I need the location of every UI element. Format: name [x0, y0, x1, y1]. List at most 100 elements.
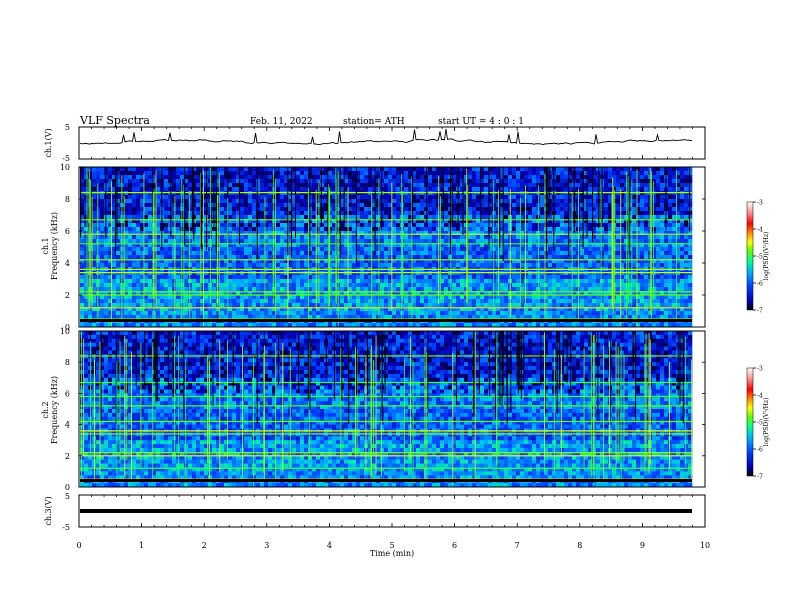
spectrogram-cell	[452, 291, 457, 296]
spectrogram-cell	[272, 263, 277, 268]
spectrogram-cell	[108, 223, 113, 228]
spectrogram-cell	[320, 171, 325, 176]
spectrogram-cell	[304, 259, 309, 264]
spectrogram-cell	[524, 239, 529, 244]
spectrogram-cell	[80, 287, 85, 292]
spectrogram-cell	[676, 259, 681, 264]
spectrogram-cell	[436, 251, 441, 256]
spectrogram-cell	[464, 215, 469, 220]
spectrogram-cell	[292, 263, 297, 268]
spectrogram-cell	[452, 223, 457, 228]
spectrogram-cell	[252, 291, 257, 296]
spectrogram-cell	[412, 179, 417, 184]
spectrogram-cell	[224, 203, 229, 208]
spectrogram-cell	[560, 187, 565, 192]
spectrogram-cell	[212, 279, 217, 284]
spectrogram-cell	[408, 283, 413, 288]
spectrogram-cell	[108, 183, 113, 188]
spectrogram-cell	[168, 219, 173, 224]
spectrogram-cell	[348, 251, 353, 256]
spectrogram-cell	[608, 199, 613, 204]
spectrogram-cell	[220, 243, 225, 248]
spectrogram-cell	[400, 211, 405, 216]
spectrogram-cell	[140, 247, 145, 252]
spectrogram-cell	[124, 243, 129, 248]
spectrogram-cell	[228, 195, 233, 200]
spectrogram-cell	[392, 207, 397, 212]
spectrogram-cell	[196, 231, 201, 236]
spectrogram-cell	[380, 259, 385, 264]
spectrogram-cell	[80, 291, 85, 296]
spectrogram-cell	[304, 203, 309, 208]
spectrogram-cell	[136, 179, 141, 184]
spectrogram-cell	[300, 187, 305, 192]
spectrogram-cell	[436, 207, 441, 212]
spectrogram-cell	[296, 287, 301, 292]
spectrogram-cell	[236, 167, 241, 172]
spectrogram-cell	[268, 187, 273, 192]
spectrogram-cell	[176, 207, 181, 212]
spectrogram-cell	[272, 279, 277, 284]
spectrogram-cell	[100, 251, 105, 256]
spectrogram-cell	[264, 171, 269, 176]
spectrogram-cell	[332, 195, 337, 200]
spectrogram-cell	[512, 231, 517, 236]
spectrogram-cell	[540, 187, 545, 192]
spectrogram-cell	[636, 199, 641, 204]
spectrogram-cell	[572, 239, 577, 244]
spectrogram-cell	[624, 167, 629, 172]
spectrogram-cell	[256, 243, 261, 248]
spectrogram-cell	[444, 251, 449, 256]
spectrogram-cell	[276, 235, 281, 240]
spectrogram-cell	[360, 291, 365, 296]
spectrogram-cell	[428, 291, 433, 296]
spectrogram-cell	[148, 207, 153, 212]
spectrogram-cell	[296, 259, 301, 264]
spectrogram-cell	[312, 203, 317, 208]
spectrogram-cell	[164, 283, 169, 288]
spectrogram-cell	[632, 279, 637, 284]
spectrogram-cell	[148, 219, 153, 224]
spectrogram-cell	[464, 207, 469, 212]
spectrogram-cell	[584, 235, 589, 240]
spectrogram-cell	[220, 167, 225, 172]
spectrogram-cell	[392, 243, 397, 248]
spectrogram-cell	[80, 211, 85, 216]
spectrogram-cell	[252, 243, 257, 248]
spectrogram-cell	[108, 199, 113, 204]
spectrogram-cell	[332, 167, 337, 172]
spectrogram-cell	[384, 219, 389, 224]
spectrogram-cell	[292, 167, 297, 172]
spectrogram-cell	[268, 235, 273, 240]
spectrogram-cell	[300, 167, 305, 172]
spectrogram-cell	[280, 215, 285, 220]
spectrogram-cell	[128, 203, 133, 208]
spectrogram-cell	[560, 175, 565, 180]
spectrogram-cell	[428, 251, 433, 256]
spectrogram-cell	[524, 235, 529, 240]
spectrogram-cell	[224, 247, 229, 252]
spectrogram-cell	[684, 167, 689, 172]
spectrogram-cell	[432, 231, 437, 236]
spectrogram-cell	[128, 227, 133, 232]
spectrogram-cell	[604, 179, 609, 184]
spectrogram-cell	[404, 279, 409, 284]
spectrogram-cell	[348, 179, 353, 184]
spectrogram-cell	[128, 255, 133, 260]
spectrogram-cell	[404, 195, 409, 200]
spectrogram-cell	[252, 175, 257, 180]
spectrogram-cell	[400, 287, 405, 292]
spectrogram-cell	[616, 259, 621, 264]
spectrogram-cell	[260, 291, 265, 296]
spectrogram-cell	[488, 275, 493, 280]
spectrogram-cell	[676, 247, 681, 252]
spectrogram-cell	[536, 223, 541, 228]
spectrogram-cell	[524, 199, 529, 204]
spectrogram-cell	[260, 187, 265, 192]
spectrogram-cell	[416, 259, 421, 264]
spectrogram-cell	[232, 291, 237, 296]
spectrogram-cell	[676, 255, 681, 260]
spectrogram-cell	[500, 263, 505, 268]
spectrogram-cell	[436, 287, 441, 292]
spectrogram-cell	[464, 251, 469, 256]
